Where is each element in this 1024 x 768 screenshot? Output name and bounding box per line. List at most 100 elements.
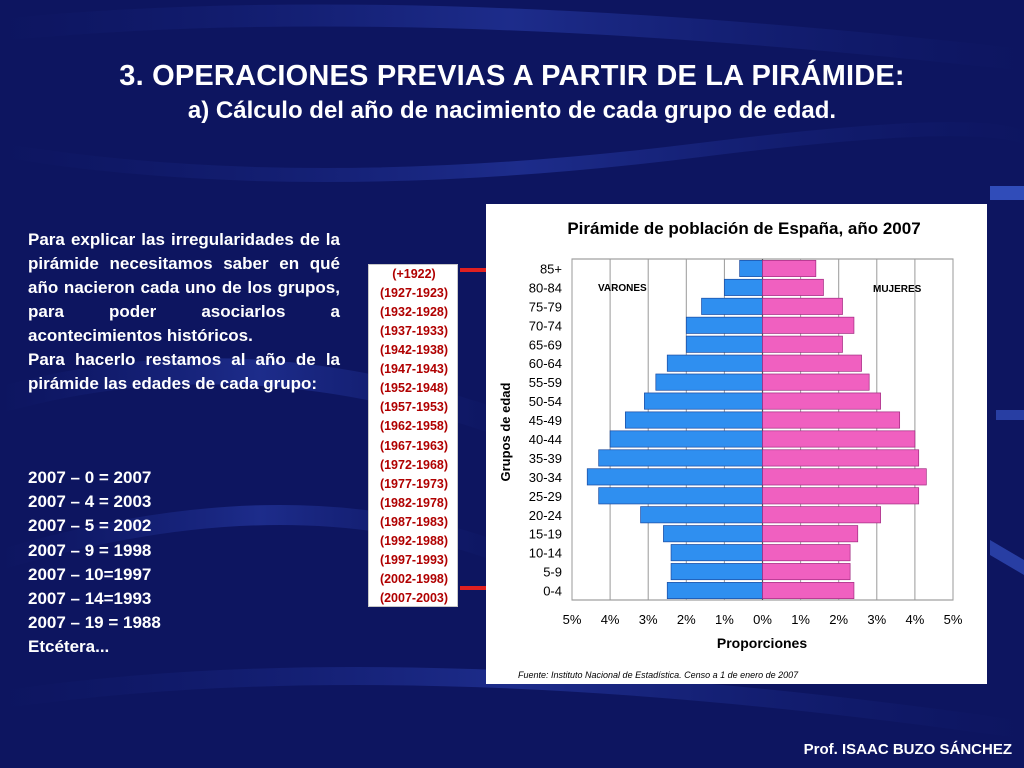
birth-year-label: (2007-2003)	[379, 590, 449, 605]
birth-year-label: (1972-1968)	[379, 457, 449, 472]
bar-female-85+	[762, 259, 817, 277]
bar-female-65-69	[762, 335, 843, 353]
bar-male-10-14	[670, 544, 763, 562]
age-label: 25-29	[529, 489, 562, 504]
bar-female-40-44	[762, 430, 916, 448]
paragraph: Para hacerlo restamos al año de la pirám…	[28, 350, 340, 393]
bar-male-65-69	[685, 335, 763, 353]
age-label: 45-49	[529, 413, 562, 428]
calculation-line: 2007 – 0 = 2007	[28, 468, 152, 487]
female-label: MUJERES	[873, 284, 922, 295]
bar-male-15-19	[663, 525, 763, 543]
x-tick-label: 0%	[753, 612, 772, 627]
x-tick-label: 5%	[563, 612, 582, 627]
age-label: 70-74	[529, 318, 562, 333]
x-tick-label: 2%	[677, 612, 696, 627]
bar-male-45-49	[624, 411, 763, 429]
age-label: 30-34	[529, 470, 562, 485]
bar-female-60-64	[762, 354, 862, 372]
x-tick-label: 1%	[791, 612, 810, 627]
birth-year-label: (1962-1958)	[379, 419, 449, 434]
x-tick-labels: 5% 4% 3% 2% 1% 0% 1% 2% 3% 4% 5%	[563, 612, 963, 627]
bar-female-75-79	[762, 297, 843, 315]
birth-year-label: (1987-1983)	[379, 514, 449, 529]
bar-female-45-49	[762, 411, 901, 429]
calculation-line: 2007 – 5 = 2002	[28, 516, 152, 536]
birth-year-label: (1967-1963)	[379, 438, 449, 453]
bar-female-5-9	[762, 563, 851, 581]
bar-female-55-59	[762, 373, 870, 391]
age-labels: 85+ 80-84 75-79 70-74 65-69 60-64 55-59 50-54 45…	[529, 261, 562, 598]
calculation-line: 2007 – 9 = 1998	[28, 540, 152, 560]
birth-years-box: (+1922) (1927-1923) (1932-1928) (1937-1933)…	[368, 264, 458, 607]
calculation-list: 2007 – 0 = 2007 2007 – 4 = 2003 2007 – 5…	[28, 466, 161, 660]
bar-male-40-44	[609, 430, 763, 448]
slide-title: 3. OPERACIONES PREVIAS A PARTIR DE LA PI…	[119, 60, 905, 92]
birth-year-label: (+1922)	[392, 267, 436, 281]
calculation-line: Etcétera...	[28, 637, 110, 657]
paragraph: Para explicar las irregularidades de la …	[28, 230, 340, 345]
bar-male-35-39	[598, 449, 763, 467]
bar-male-25-29	[598, 487, 763, 505]
age-label: 15-19	[529, 527, 562, 542]
age-label: 60-64	[529, 356, 562, 371]
x-tick-label: 2%	[829, 612, 848, 627]
bar-female-25-29	[762, 487, 920, 505]
calculation-line: 2007 – 19 = 1988	[28, 613, 161, 633]
population-pyramid-chart: Pirámide de población de España, año 200…	[498, 219, 963, 680]
bar-female-70-74	[762, 316, 855, 334]
bar-male-5-9	[670, 563, 763, 581]
birth-year-label: (1952-1948)	[379, 381, 449, 396]
birth-year-label: (2002-1998)	[379, 571, 449, 586]
x-tick-label: 3%	[867, 612, 886, 627]
bars	[586, 259, 927, 600]
bar-female-35-39	[762, 449, 920, 467]
bar-male-0-4	[666, 582, 763, 600]
author-footer: Prof. ISAAC BUZO SÁNCHEZ	[803, 741, 1012, 758]
chart-title: Pirámide de población de España, año 200…	[567, 219, 920, 238]
bar-male-55-59	[655, 373, 763, 391]
bar-male-60-64	[666, 354, 763, 372]
age-label: 65-69	[529, 337, 562, 352]
x-tick-label: 3%	[639, 612, 658, 627]
birth-year-label: (1932-1928)	[379, 305, 449, 320]
bar-female-0-4	[762, 582, 855, 600]
x-tick-label: 1%	[715, 612, 734, 627]
x-axis-label: Proporciones	[717, 635, 807, 651]
age-label: 40-44	[529, 432, 562, 447]
bar-male-85+	[739, 259, 763, 277]
bar-male-50-54	[644, 392, 763, 410]
y-axis-label: Grupos de edad	[498, 382, 513, 481]
bar-female-80-84	[762, 278, 824, 296]
source-note: Fuente: Instituto Nacional de Estadístic…	[518, 670, 799, 680]
calculation-line: 2007 – 14=1993	[28, 589, 152, 609]
chart-panel: Pirámide de población de España, año 200…	[486, 204, 987, 684]
bar-female-30-34	[762, 468, 927, 486]
x-tick-label: 4%	[906, 612, 925, 627]
birth-year-label: (1982-1978)	[379, 495, 449, 510]
calculation-line: 2007 – 4 = 2003	[28, 492, 152, 512]
age-label: 80-84	[529, 280, 562, 295]
bar-male-70-74	[685, 316, 763, 334]
slide-subtitle: a) Cálculo del año de nacimiento de cada…	[187, 97, 837, 124]
age-label: 20-24	[529, 508, 562, 523]
birth-year-label: (1977-1973)	[379, 476, 449, 491]
bar-male-75-79	[701, 297, 763, 315]
x-tick-label: 5%	[944, 612, 963, 627]
birth-year-label: (1992-1988)	[379, 533, 449, 548]
bar-female-20-24	[762, 506, 881, 524]
age-label: 75-79	[529, 299, 562, 314]
x-tick-label: 4%	[601, 612, 620, 627]
birth-year-label: (1927-1923)	[379, 286, 449, 301]
birth-year-label: (1937-1933)	[379, 324, 449, 339]
birth-year-label: (1947-1943)	[379, 362, 449, 377]
bar-male-80-84	[724, 278, 763, 296]
calculation-line: 2007 – 10=1997	[28, 564, 152, 584]
bar-female-50-54	[762, 392, 881, 410]
grid-lines	[571, 258, 954, 601]
birth-year-label: (1957-1953)	[379, 400, 449, 415]
age-label: 55-59	[529, 375, 562, 390]
bar-male-30-34	[586, 468, 763, 486]
age-label: 10-14	[529, 546, 562, 561]
birth-year-label: (1942-1938)	[379, 343, 449, 358]
